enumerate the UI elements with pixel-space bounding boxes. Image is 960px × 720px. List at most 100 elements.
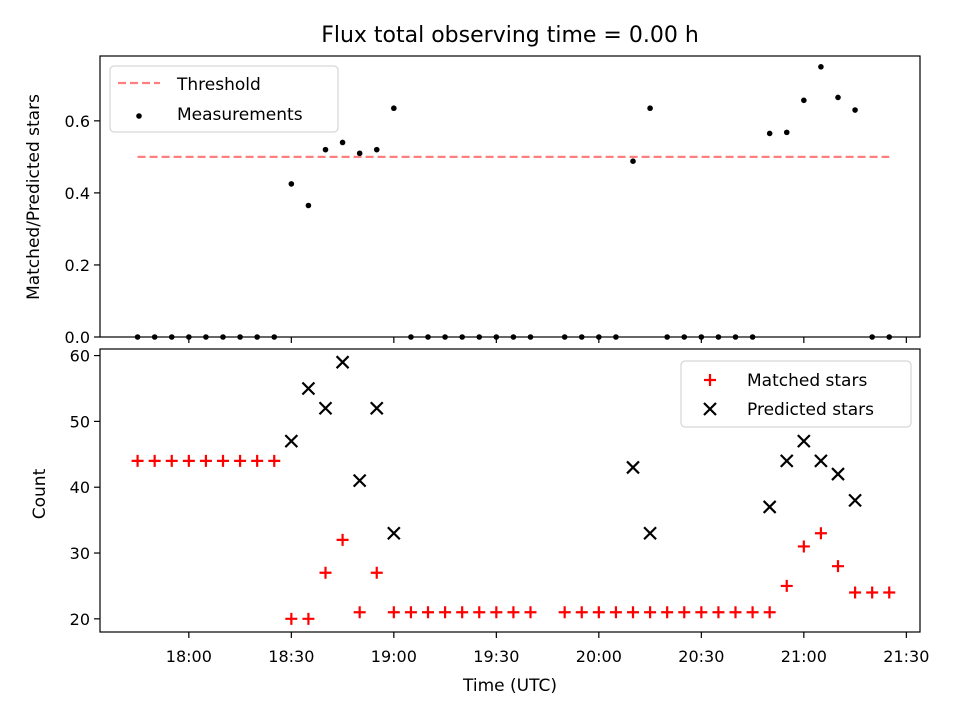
panel-counts: Count Time (UTC) 20 30 40 50 60 18:00 18:30 19… [30, 347, 929, 696]
matched-star-point [814, 527, 827, 540]
matched-star-point [404, 606, 417, 619]
matched-star-point [507, 606, 520, 619]
legend-box-top [109, 65, 339, 133]
matched-star-point [319, 566, 332, 579]
matched-star-point [370, 566, 383, 579]
matched-star-point [609, 606, 622, 619]
predicted-star-point [814, 454, 828, 468]
matched-star-point [490, 606, 503, 619]
matched-star-point [302, 612, 315, 625]
x-tick-label: 20:30 [678, 647, 724, 666]
matched-star-point [866, 586, 879, 599]
matched-star-point [558, 606, 571, 619]
matched-star-point [473, 606, 486, 619]
x-tick-label: 19:30 [473, 647, 519, 666]
y-tick-label-top: 0.0 [65, 328, 90, 347]
matched-star-point [712, 606, 725, 619]
matched-star-point [524, 606, 537, 619]
measurement-point [766, 130, 773, 137]
predicted-star-point [848, 493, 862, 508]
matched-star-point [592, 606, 605, 619]
measurement-point [356, 150, 363, 157]
panel-ratio: Flux total observing time = 0.00 h Match… [24, 23, 921, 347]
measurement-point [647, 105, 653, 112]
matched-star-point [148, 454, 161, 467]
measurement-point [322, 146, 329, 153]
matched-star-point [439, 606, 452, 619]
matched-star-point [695, 606, 708, 619]
predicted-star-point [335, 355, 350, 369]
matched-star-point [285, 612, 298, 625]
y-tick-label-top: 0.2 [65, 256, 90, 275]
measurement-point [852, 107, 858, 113]
measurement-point [835, 94, 841, 101]
y-tick-label-top: 0.4 [65, 184, 90, 203]
y-tick-label-bottom: 30 [70, 544, 90, 563]
measurement-point [339, 139, 346, 146]
y-tick-label-bottom: 50 [70, 412, 90, 431]
plot-frame-top [99, 55, 921, 338]
legend-top: Threshold Measurements [109, 65, 339, 133]
measurement-point [391, 105, 397, 112]
matched-star-point [182, 454, 195, 467]
matched-star-point [387, 606, 400, 619]
x-tick-label: 18:30 [268, 647, 314, 666]
predicted-star-point [352, 473, 367, 488]
measurement-point [305, 202, 312, 209]
matched-star-point [763, 606, 776, 619]
legend-threshold-label: Threshold [176, 75, 261, 95]
predicted-star-point [797, 434, 811, 448]
legend-box-bottom [680, 360, 912, 428]
legend-predicted-label: Predicted stars [747, 400, 874, 420]
predicted-star-point [387, 526, 401, 541]
measurement-point [801, 97, 807, 104]
legend-measurements-label: Measurements [177, 105, 303, 125]
measurement-point [288, 181, 295, 187]
x-axis-label: Time (UTC) [462, 676, 557, 696]
matched-star-point [627, 606, 639, 619]
x-tick-label: 18:00 [166, 647, 212, 666]
predicted-star-point [318, 401, 333, 416]
legend-matched-label: Matched stars [747, 371, 867, 391]
matched-star-point [678, 606, 691, 619]
matched-star-point [268, 454, 281, 467]
matched-star-point [832, 560, 844, 573]
measurement-point [783, 129, 790, 136]
matched-star-point [353, 606, 366, 619]
matched-star-point [199, 454, 212, 467]
predicted-star-point [301, 381, 316, 396]
matched-star-point [456, 606, 469, 619]
legend-measurements-swatch [136, 113, 142, 119]
x-tick-label: 21:30 [883, 647, 929, 666]
predicted-star-point [369, 401, 384, 416]
predicted-star-point [643, 526, 657, 541]
matched-star-point [131, 454, 144, 467]
legend-predicted-swatch [703, 402, 717, 416]
matched-star-point [336, 533, 349, 546]
plot-frame-bottom [99, 348, 921, 633]
matched-star-point [217, 454, 229, 467]
legend-matched-swatch [704, 374, 716, 386]
y-tick-label-bottom: 60 [70, 347, 90, 366]
predicted-star-point [762, 500, 777, 514]
legend-bottom: Matched stars Predicted stars [680, 360, 912, 428]
matched-star-point [165, 454, 178, 467]
matched-star-point [746, 606, 759, 619]
matched-star-point [251, 454, 264, 467]
predicted-star-point [284, 434, 299, 448]
y-tick-label-top: 0.6 [65, 112, 90, 131]
y-axis-label-bottom: Count [30, 468, 50, 519]
predicted-star-point [779, 454, 794, 468]
matched-star-point [797, 540, 810, 553]
matched-star-point [644, 606, 657, 619]
measurement-point [630, 158, 636, 164]
matched-star-point [234, 454, 247, 467]
x-tick-label: 19:00 [371, 647, 417, 666]
measurement-point [818, 64, 824, 70]
predicted-star-point [831, 467, 845, 481]
matched-star-point [575, 606, 588, 619]
y-axis-label-top: Matched/Predicted stars [24, 94, 44, 300]
matched-star-point [422, 606, 434, 619]
matched-star-point [849, 586, 862, 599]
